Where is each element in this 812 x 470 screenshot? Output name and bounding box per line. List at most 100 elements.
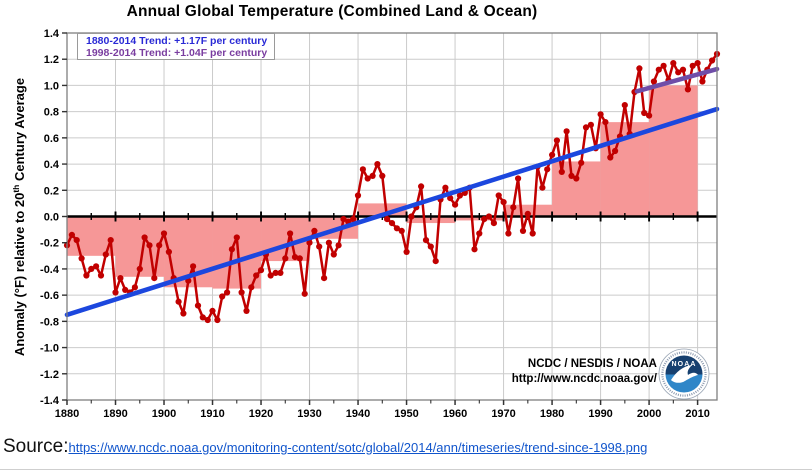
data-point	[578, 159, 585, 166]
x-tick-label: 1980	[540, 408, 564, 420]
data-point	[655, 66, 662, 73]
data-point	[224, 289, 231, 296]
data-point	[422, 237, 430, 244]
data-point	[350, 216, 357, 223]
x-tick-label: 1960	[443, 408, 467, 420]
data-point	[233, 234, 240, 241]
data-point	[650, 78, 658, 85]
y-tick-label: 0.4	[44, 159, 60, 171]
data-point	[88, 265, 95, 272]
data-point	[107, 237, 114, 244]
data-point	[219, 293, 226, 300]
attribution-url: http://www.ncdc.noaa.gov/	[511, 373, 657, 385]
data-point	[190, 263, 197, 270]
data-point	[73, 237, 80, 244]
data-point	[529, 230, 536, 237]
y-tick-label: 1.4	[44, 28, 60, 40]
data-point	[93, 263, 100, 270]
data-point	[660, 62, 667, 69]
attribution: NCDC / NESDIS / NOAA http://www.ncdc.noa…	[512, 357, 657, 387]
data-point	[519, 227, 527, 234]
x-tick-label: 1950	[394, 408, 418, 420]
data-point	[180, 310, 187, 317]
data-point	[209, 307, 216, 314]
data-point	[549, 151, 556, 158]
data-point	[141, 234, 148, 241]
data-point	[165, 248, 172, 255]
data-point	[316, 243, 323, 250]
y-tick-label: -0.4	[40, 264, 60, 276]
y-tick-label: -0.8	[40, 316, 59, 328]
data-point	[684, 86, 692, 93]
data-point	[311, 227, 318, 234]
y-tick-label: -0.2	[40, 238, 59, 250]
data-point	[447, 195, 454, 202]
data-point	[102, 251, 109, 258]
data-point	[587, 121, 595, 128]
data-point	[408, 213, 415, 220]
data-point	[646, 112, 653, 119]
data-point	[97, 272, 105, 279]
noaa-logo: NOAA	[658, 348, 710, 400]
decade-block	[552, 161, 601, 217]
legend-trend-1998-2014: 1998-2014 Trend: +1.04F per century	[86, 47, 268, 59]
y-tick-label: 1.2	[44, 54, 59, 66]
data-point	[670, 60, 677, 67]
data-point	[500, 199, 507, 206]
decade-block	[503, 204, 553, 217]
data-point	[301, 290, 308, 297]
data-point	[481, 216, 488, 223]
y-tick-label: 0.2	[44, 185, 59, 197]
y-axis: -1.4 -1.2 -1.0 -0.8 -0.6 -0.4 -0.2 0.0 0.2 0.4 0.6…	[40, 28, 67, 407]
data-point	[699, 78, 706, 85]
data-point	[607, 154, 614, 161]
data-point	[296, 255, 303, 262]
data-point	[544, 166, 551, 173]
data-point	[418, 183, 425, 190]
x-tick-label: 1940	[346, 408, 370, 420]
x-tick-label: 2000	[637, 408, 661, 420]
data-point	[340, 216, 347, 223]
data-point	[553, 137, 561, 144]
data-point	[253, 272, 260, 279]
data-point	[160, 230, 168, 237]
data-point	[675, 69, 682, 76]
data-point	[204, 316, 211, 324]
y-tick-label: 1.0	[44, 80, 59, 92]
noaa-bird-icon	[671, 365, 698, 383]
data-point	[354, 192, 362, 199]
data-point	[282, 255, 289, 262]
data-point	[325, 239, 332, 246]
data-point	[432, 258, 439, 265]
data-point	[442, 184, 449, 191]
data-point	[573, 175, 580, 182]
data-point	[151, 275, 158, 282]
data-point	[68, 231, 75, 238]
x-axis: 1880 1890 1900 1910 1920 1930 1940 1950 1960 1970…	[55, 400, 710, 420]
source-link[interactable]: https://www.ncdc.noaa.gov/monitoring-con…	[68, 440, 648, 455]
x-tick-label: 2010	[685, 408, 709, 420]
x-tick-label: 1900	[152, 408, 176, 420]
data-point	[175, 298, 182, 305]
decade-block	[212, 216, 262, 289]
data-point	[510, 204, 517, 211]
data-point	[122, 286, 129, 293]
data-point	[621, 102, 628, 109]
data-point	[272, 269, 279, 276]
source-line: Source:https://www.ncdc.noaa.gov/monitor…	[3, 436, 647, 458]
data-point	[257, 267, 265, 274]
data-point	[379, 172, 386, 179]
data-point	[321, 275, 328, 282]
data-point	[597, 111, 604, 118]
data-point	[330, 251, 337, 258]
data-point	[228, 246, 235, 253]
data-point	[136, 265, 143, 272]
data-point	[689, 62, 696, 69]
decade-block	[649, 85, 698, 217]
data-point	[612, 147, 619, 155]
data-point	[398, 227, 405, 234]
data-point	[452, 201, 459, 208]
data-point	[476, 230, 483, 237]
data-point	[194, 302, 202, 309]
